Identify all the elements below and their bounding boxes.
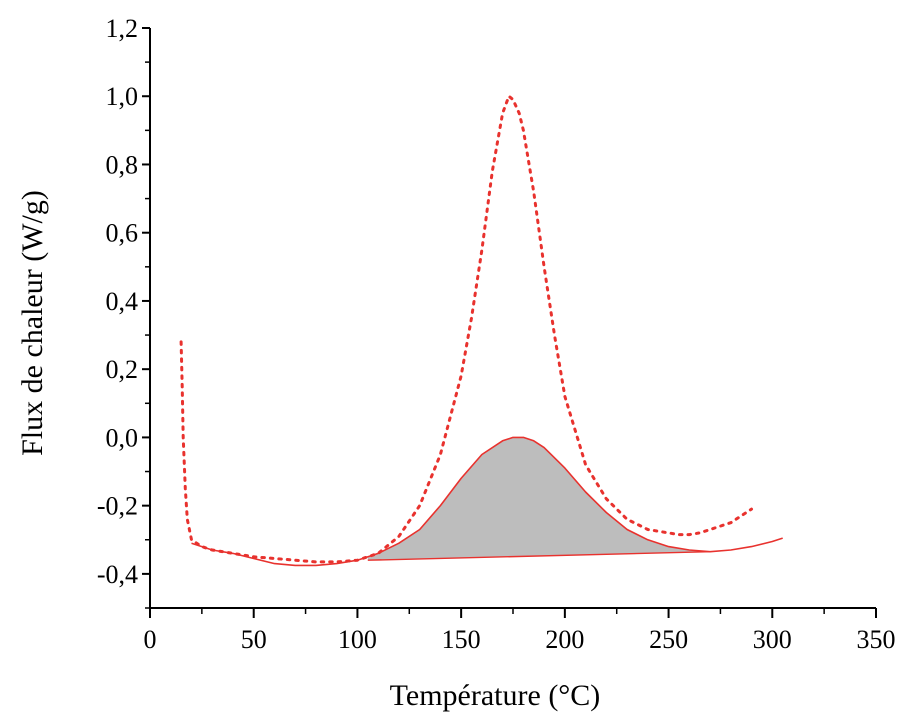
x-tick-label: 100 <box>338 625 377 654</box>
y-tick-label: 1,0 <box>106 82 139 111</box>
x-tick-label: 250 <box>649 625 688 654</box>
x-tick-label: 50 <box>241 625 267 654</box>
y-tick-label: 0,8 <box>106 150 139 179</box>
baseline-line <box>367 551 711 561</box>
y-tick-label: 0,2 <box>106 355 139 384</box>
shaded-area-layer <box>367 437 711 561</box>
x-tick-label: 0 <box>144 625 157 654</box>
x-tick-label: 200 <box>545 625 584 654</box>
solid-series-line <box>191 436 783 567</box>
y-tick-label: 1,2 <box>106 14 139 43</box>
y-tick-label: 0,0 <box>106 423 139 452</box>
x-tick-label: 300 <box>753 625 792 654</box>
shaded-peak-area <box>367 437 711 561</box>
y-axis-label: Flux de chaleur (W/g) <box>16 190 49 456</box>
y-tick-label: -0,4 <box>97 560 138 589</box>
tick-labels-layer: 0 50 100 150 200 250 300 350 -0,4 -0,2 0,0 0,2 0,4 0,… <box>97 14 896 654</box>
axes-layer <box>142 27 877 618</box>
y-tick-label: 0,6 <box>106 219 139 248</box>
x-axis-label: Température (°C) <box>390 679 601 712</box>
x-tick-label: 150 <box>442 625 481 654</box>
y-tick-label: 0,4 <box>106 287 139 316</box>
y-tick-label: -0,2 <box>97 492 138 521</box>
series-layer <box>179 94 783 567</box>
x-tick-label: 350 <box>857 625 896 654</box>
